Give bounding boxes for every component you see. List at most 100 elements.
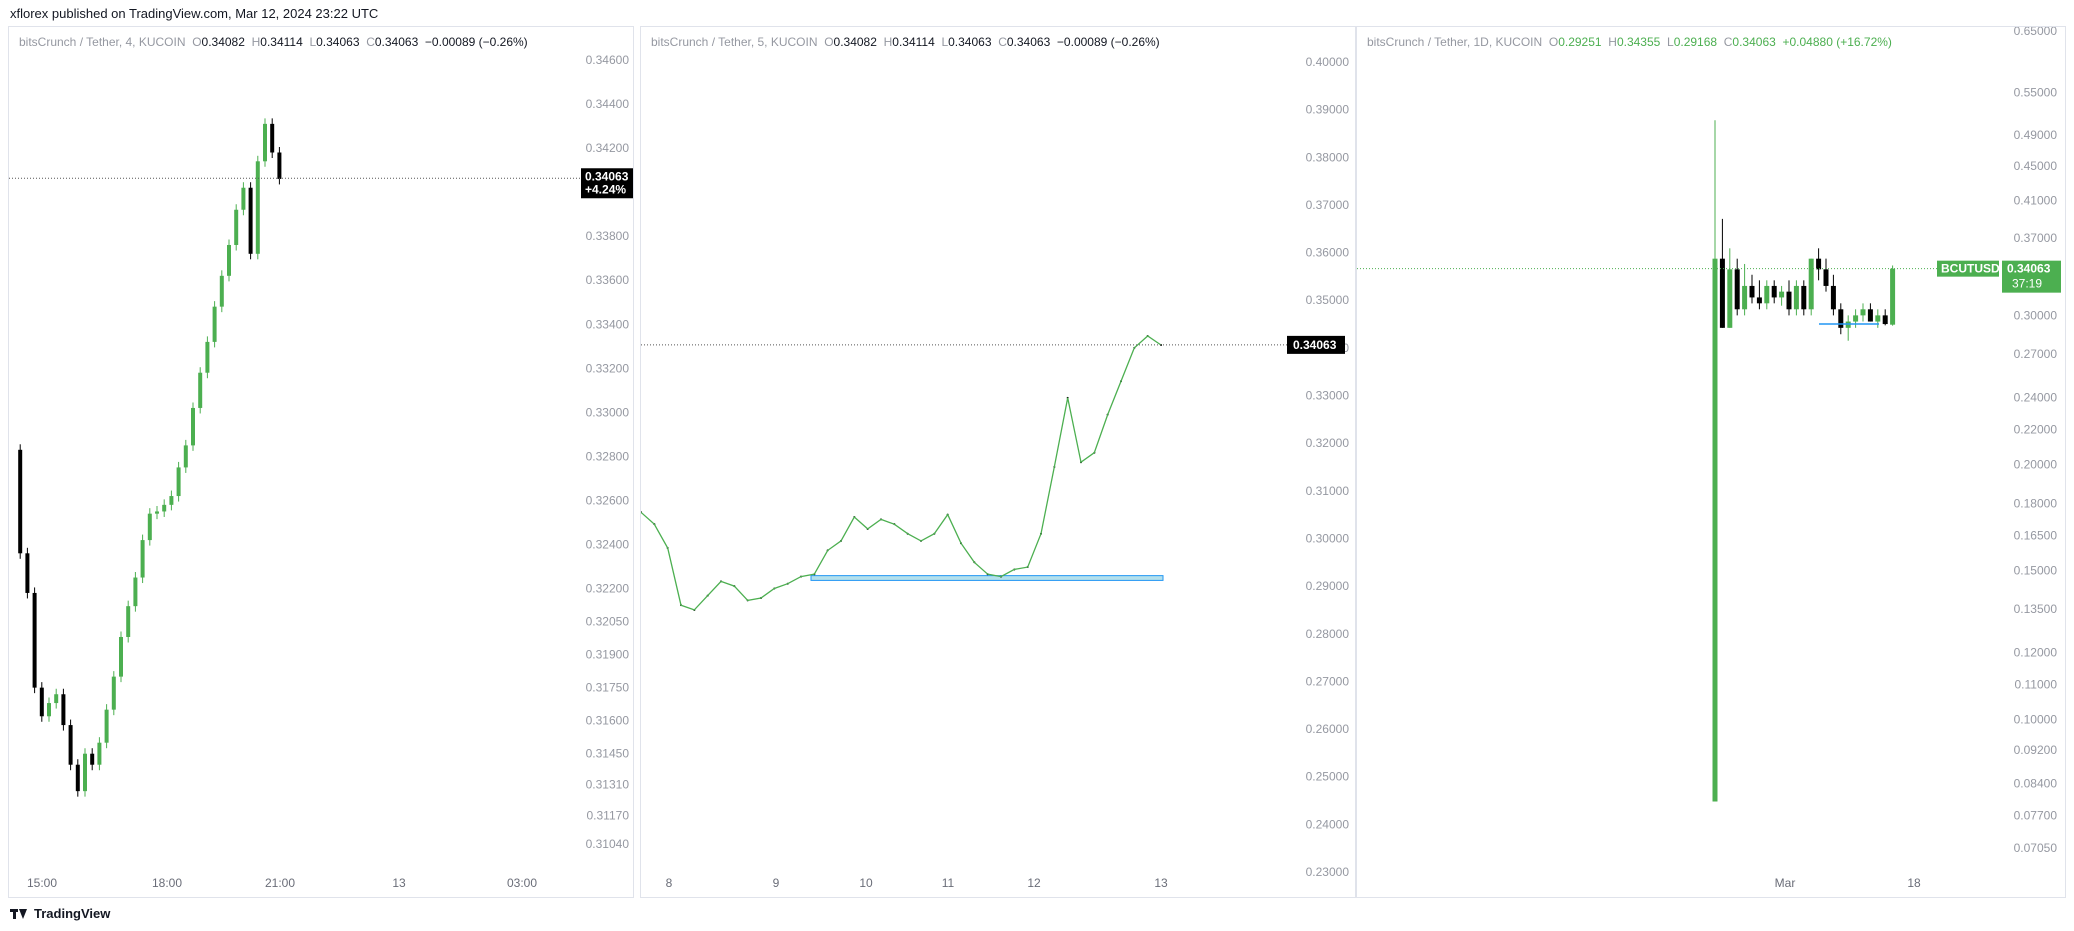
candle-body (111, 676, 116, 710)
x-tick-label: Mar (1775, 876, 1796, 890)
y-tick-label: 0.07050 (2014, 841, 2058, 855)
legend-open-key: O (1548, 35, 1559, 49)
candle-body (1793, 285, 1799, 310)
candle-body (1890, 268, 1896, 325)
y-tick-label: 0.22000 (2014, 422, 2058, 436)
chart-panel-4min[interactable]: bitsCrunch / Tether, 4, KUCOIN O0.34082 … (8, 26, 634, 898)
change-label: +4.24% (585, 182, 626, 196)
candle-body (1808, 258, 1814, 310)
legend-high: 0.34114 (892, 35, 935, 49)
price-chart-svg[interactable]: 0.346000.344000.342000.340000.338000.336… (9, 27, 633, 897)
candle-body (162, 504, 167, 512)
candle-body (119, 636, 123, 677)
tradingview-logo-icon (10, 908, 28, 919)
y-tick-label: 0.16500 (2014, 528, 2058, 542)
price-label-box (2002, 260, 2061, 293)
y-tick-label: 0.29000 (1306, 579, 1350, 593)
candle-body (1771, 285, 1777, 298)
y-tick-label: 0.31900 (586, 648, 630, 662)
legend-close: 0.34063 (1006, 35, 1051, 49)
y-tick-label: 0.33400 (586, 317, 630, 331)
candle-body (255, 161, 260, 254)
y-tick-label: 0.27000 (2014, 347, 2058, 361)
candle-body (1749, 285, 1755, 298)
y-tick-label: 0.28000 (1306, 627, 1350, 641)
y-tick-label: 0.55000 (2014, 85, 2058, 99)
candle-body (1764, 285, 1770, 304)
chart-panel-1d[interactable]: bitsCrunch / Tether, 1D, KUCOIN O0.29251… (1356, 26, 2066, 898)
y-tick-label: 0.10000 (2014, 712, 2058, 726)
candle-body (1779, 291, 1785, 298)
y-tick-label: 0.34200 (586, 141, 630, 155)
legend-change: −0.00089 (−0.26%) (424, 35, 528, 49)
candle-body (147, 513, 152, 541)
x-tick-label: 11 (942, 876, 955, 890)
support-zone-box (810, 575, 1164, 581)
candle-body (263, 123, 267, 162)
candle-body (133, 577, 138, 607)
y-tick-label: 0.31040 (586, 837, 630, 851)
candle-body (212, 306, 217, 342)
candle-body (1734, 269, 1740, 310)
candle-body (155, 511, 159, 514)
legend-high-key: H (883, 35, 893, 49)
candle-body (39, 687, 44, 717)
candle-body (198, 372, 203, 408)
candle-body (47, 703, 51, 717)
legend-low: 0.29168 (1673, 35, 1718, 49)
footer-brand: TradingView (34, 906, 111, 921)
chart-panel-5min[interactable]: bitsCrunch / Tether, 5, KUCOIN O0.34082 … (640, 26, 1356, 898)
y-tick-label: 0.11000 (2015, 677, 2058, 691)
candle-body (97, 742, 102, 765)
legend-high: 0.34355 (1616, 35, 1661, 49)
y-tick-label: 0.12000 (2014, 645, 2058, 659)
y-tick-label: 0.20000 (2014, 458, 2058, 472)
price-chart-svg[interactable]: 0.65000 0.55000 0.49000 0.45000 0.41000 0.370… (1357, 27, 2065, 897)
legend-low-key: L (941, 35, 949, 49)
legend-low-key: L (1667, 35, 1674, 49)
legend-low: 0.34063 (316, 35, 360, 49)
y-tick-label: 0.33800 (586, 229, 630, 243)
legend-open: 0.34082 (833, 35, 877, 49)
candle-body (234, 209, 239, 245)
candle-body (205, 341, 210, 373)
legend-close-key: C (1723, 35, 1733, 49)
y-tick-label: 0.32400 (586, 537, 630, 551)
candle-body (169, 496, 174, 505)
y-tick-label: 0.40000 (1306, 55, 1350, 69)
y-tick-label: 0.23000 (1306, 865, 1350, 879)
price-line (641, 335, 1162, 611)
tradingview-footer[interactable]: TradingView (10, 906, 110, 921)
y-tick-label: 0.31450 (586, 747, 630, 761)
x-tick-label: 15:00 (27, 876, 57, 890)
candle-body (61, 694, 66, 726)
legend-close-key: C (366, 35, 375, 49)
candle-body (83, 753, 87, 792)
y-tick-label: 0.31310 (586, 778, 630, 792)
symbol-legend: bitsCrunch / Tether, 5, KUCOIN O0.34082 … (651, 35, 1160, 49)
y-tick-label: 0.33000 (1306, 389, 1350, 403)
y-tick-label: 0.31170 (587, 808, 630, 822)
y-tick-label: 0.30000 (2014, 308, 2058, 322)
candle-body (277, 152, 282, 179)
legend-pair: bitsCrunch / Tether, 1D, KUCOIN (1367, 35, 1543, 49)
candle-body (126, 606, 131, 637)
y-tick-label: 0.37000 (2014, 231, 2058, 245)
candle-body (32, 592, 37, 688)
candle-body (248, 187, 253, 254)
y-tick-label: 0.33000 (586, 405, 630, 419)
candle-body (1786, 291, 1792, 310)
y-tick-label: 0.37000 (1306, 198, 1350, 212)
candle-body (104, 709, 109, 743)
candle-body (1875, 315, 1881, 322)
price-label: 0.34063 (1293, 338, 1337, 352)
price-label: 0.34063 (585, 169, 629, 183)
price-chart-svg[interactable]: 0.40000 0.39000 0.38000 0.37000 0.36000 0.350… (641, 27, 1355, 897)
symbol-label: BCUTUSDT (1941, 262, 2008, 276)
y-tick-label: 0.32800 (586, 449, 630, 463)
candle-body (68, 725, 73, 765)
candle-body (140, 540, 145, 578)
y-tick-label: 0.32050 (586, 615, 630, 629)
legend-change: −0.00089 (−0.26%) (1056, 35, 1160, 49)
candle-body (75, 764, 80, 792)
